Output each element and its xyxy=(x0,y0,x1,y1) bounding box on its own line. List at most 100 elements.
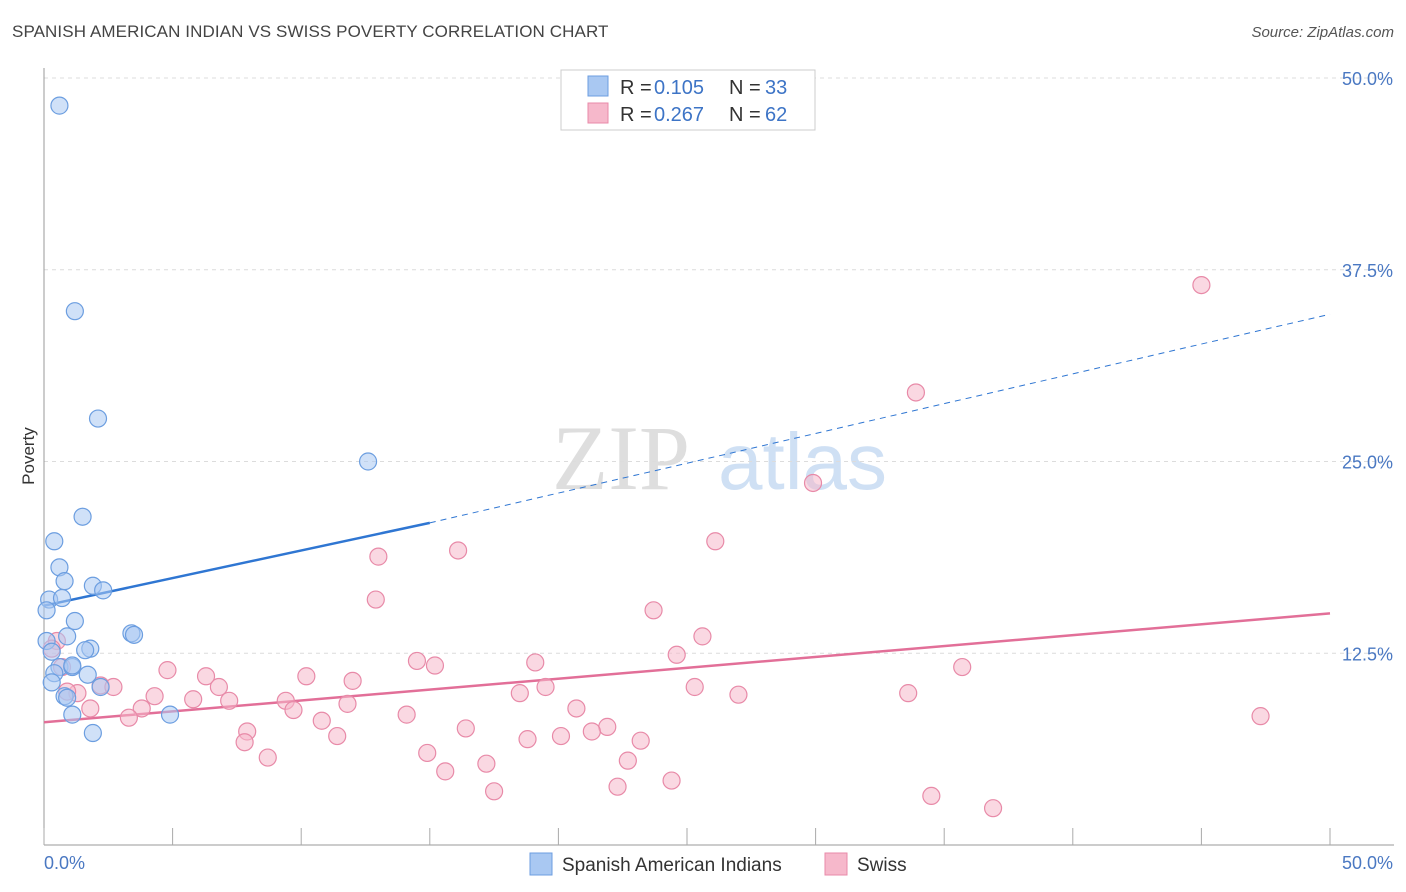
point-spanish-american-indians xyxy=(76,641,95,660)
point-swiss xyxy=(338,694,357,713)
point-swiss xyxy=(983,799,1003,818)
ticks-layer: 12.5% 25.0% 37.5% 50.0% 0.0% 50.0% xyxy=(43,69,1393,873)
points-layer xyxy=(37,96,1270,818)
point-spanish-american-indians xyxy=(88,409,108,428)
legend-top: R = 0.105 N = 33 R = 0.267 N = 62 xyxy=(560,69,816,131)
point-spanish-american-indians xyxy=(73,507,92,526)
point-spanish-american-indians xyxy=(94,581,113,600)
point-swiss xyxy=(1251,707,1270,726)
y-tick-label: 25.0% xyxy=(1342,453,1393,473)
point-swiss xyxy=(81,699,100,718)
point-spanish-american-indians xyxy=(55,572,74,591)
point-swiss xyxy=(706,532,725,551)
point-swiss xyxy=(922,786,941,806)
point-swiss xyxy=(536,677,555,697)
point-swiss xyxy=(119,708,138,727)
legend-r-label-1: R = xyxy=(620,77,652,99)
legend-bottom-label-blue: Spanish American Indians xyxy=(562,855,782,876)
point-swiss xyxy=(608,777,627,796)
point-swiss xyxy=(618,751,637,770)
point-swiss xyxy=(803,473,823,493)
point-swiss xyxy=(196,667,216,686)
x-tick-label: 0.0% xyxy=(44,853,85,873)
legend-bottom: Spanish American Indians Swiss xyxy=(529,852,907,876)
point-spanish-american-indians xyxy=(37,601,56,620)
legend-n-label-1: N = xyxy=(729,77,761,99)
point-swiss xyxy=(667,645,686,664)
point-swiss xyxy=(477,754,496,773)
point-swiss xyxy=(369,547,388,566)
point-spanish-american-indians xyxy=(78,665,97,684)
point-swiss xyxy=(631,731,650,750)
legend-swatch-pink xyxy=(587,102,609,124)
point-spanish-american-indians xyxy=(42,673,61,692)
point-swiss xyxy=(526,653,545,672)
point-swiss xyxy=(598,717,617,736)
point-spanish-american-indians xyxy=(124,625,144,644)
point-spanish-american-indians xyxy=(45,532,64,551)
point-swiss xyxy=(662,771,681,790)
legend-bottom-label-pink: Swiss xyxy=(857,855,907,876)
chart-title: SPANISH AMERICAN INDIAN VS SWISS POVERTY… xyxy=(12,22,609,41)
point-swiss xyxy=(518,730,537,749)
legend-n-label-2: N = xyxy=(729,104,761,126)
point-swiss xyxy=(366,590,385,609)
point-spanish-american-indians xyxy=(50,96,69,115)
legend-swatch-blue xyxy=(587,75,609,97)
point-swiss xyxy=(729,685,748,704)
point-swiss xyxy=(220,691,239,710)
point-swiss xyxy=(1192,275,1211,295)
point-spanish-american-indians xyxy=(160,705,180,724)
watermark-atlas: atlas xyxy=(718,417,887,506)
point-spanish-american-indians xyxy=(358,452,378,471)
grid-layer xyxy=(44,77,1394,654)
point-spanish-american-indians xyxy=(58,688,77,707)
legend-n-value-1: 33 xyxy=(765,77,787,99)
axes-layer xyxy=(43,68,1394,846)
point-swiss xyxy=(184,690,203,709)
point-spanish-american-indians xyxy=(83,723,102,743)
point-spanish-american-indians xyxy=(63,705,82,724)
point-swiss xyxy=(132,699,151,718)
point-swiss xyxy=(284,700,303,720)
point-swiss xyxy=(685,677,704,697)
point-swiss xyxy=(510,684,529,703)
point-swiss xyxy=(425,656,445,675)
point-swiss xyxy=(456,719,475,738)
y-axis-label: Poverty xyxy=(19,427,38,485)
point-spanish-american-indians xyxy=(52,588,72,608)
point-swiss xyxy=(343,671,362,690)
legend-r-value-1: 0.105 xyxy=(654,77,704,99)
point-swiss xyxy=(328,726,347,746)
y-tick-label: 37.5% xyxy=(1342,261,1393,281)
point-swiss xyxy=(567,699,586,718)
point-swiss xyxy=(582,722,601,741)
legend-bottom-swatch-blue xyxy=(529,852,553,876)
point-spanish-american-indians xyxy=(65,302,84,321)
point-swiss xyxy=(418,743,437,763)
point-spanish-american-indians xyxy=(63,656,82,675)
y-tick-label: 50.0% xyxy=(1342,69,1393,89)
point-swiss xyxy=(235,733,254,752)
legend-n-value-2: 62 xyxy=(765,104,787,126)
point-swiss xyxy=(644,601,663,620)
point-swiss xyxy=(485,782,504,801)
legend-r-value-2: 0.267 xyxy=(654,104,704,126)
point-swiss xyxy=(158,661,177,680)
point-swiss xyxy=(209,677,228,697)
point-swiss xyxy=(448,541,468,560)
point-swiss xyxy=(258,748,277,767)
point-swiss xyxy=(145,687,164,706)
point-spanish-american-indians xyxy=(65,611,84,631)
point-swiss xyxy=(436,762,455,781)
legend-bottom-swatch-pink xyxy=(824,852,848,876)
point-swiss xyxy=(906,383,926,402)
watermark-zip: ZIP xyxy=(552,407,690,509)
point-spanish-american-indians xyxy=(58,627,77,646)
x-tick-label: 50.0% xyxy=(1342,853,1393,873)
trend-layer xyxy=(43,313,1331,724)
point-swiss xyxy=(693,627,712,646)
point-swiss xyxy=(953,657,972,677)
source-credit: Source: ZipAtlas.com xyxy=(1251,24,1394,41)
